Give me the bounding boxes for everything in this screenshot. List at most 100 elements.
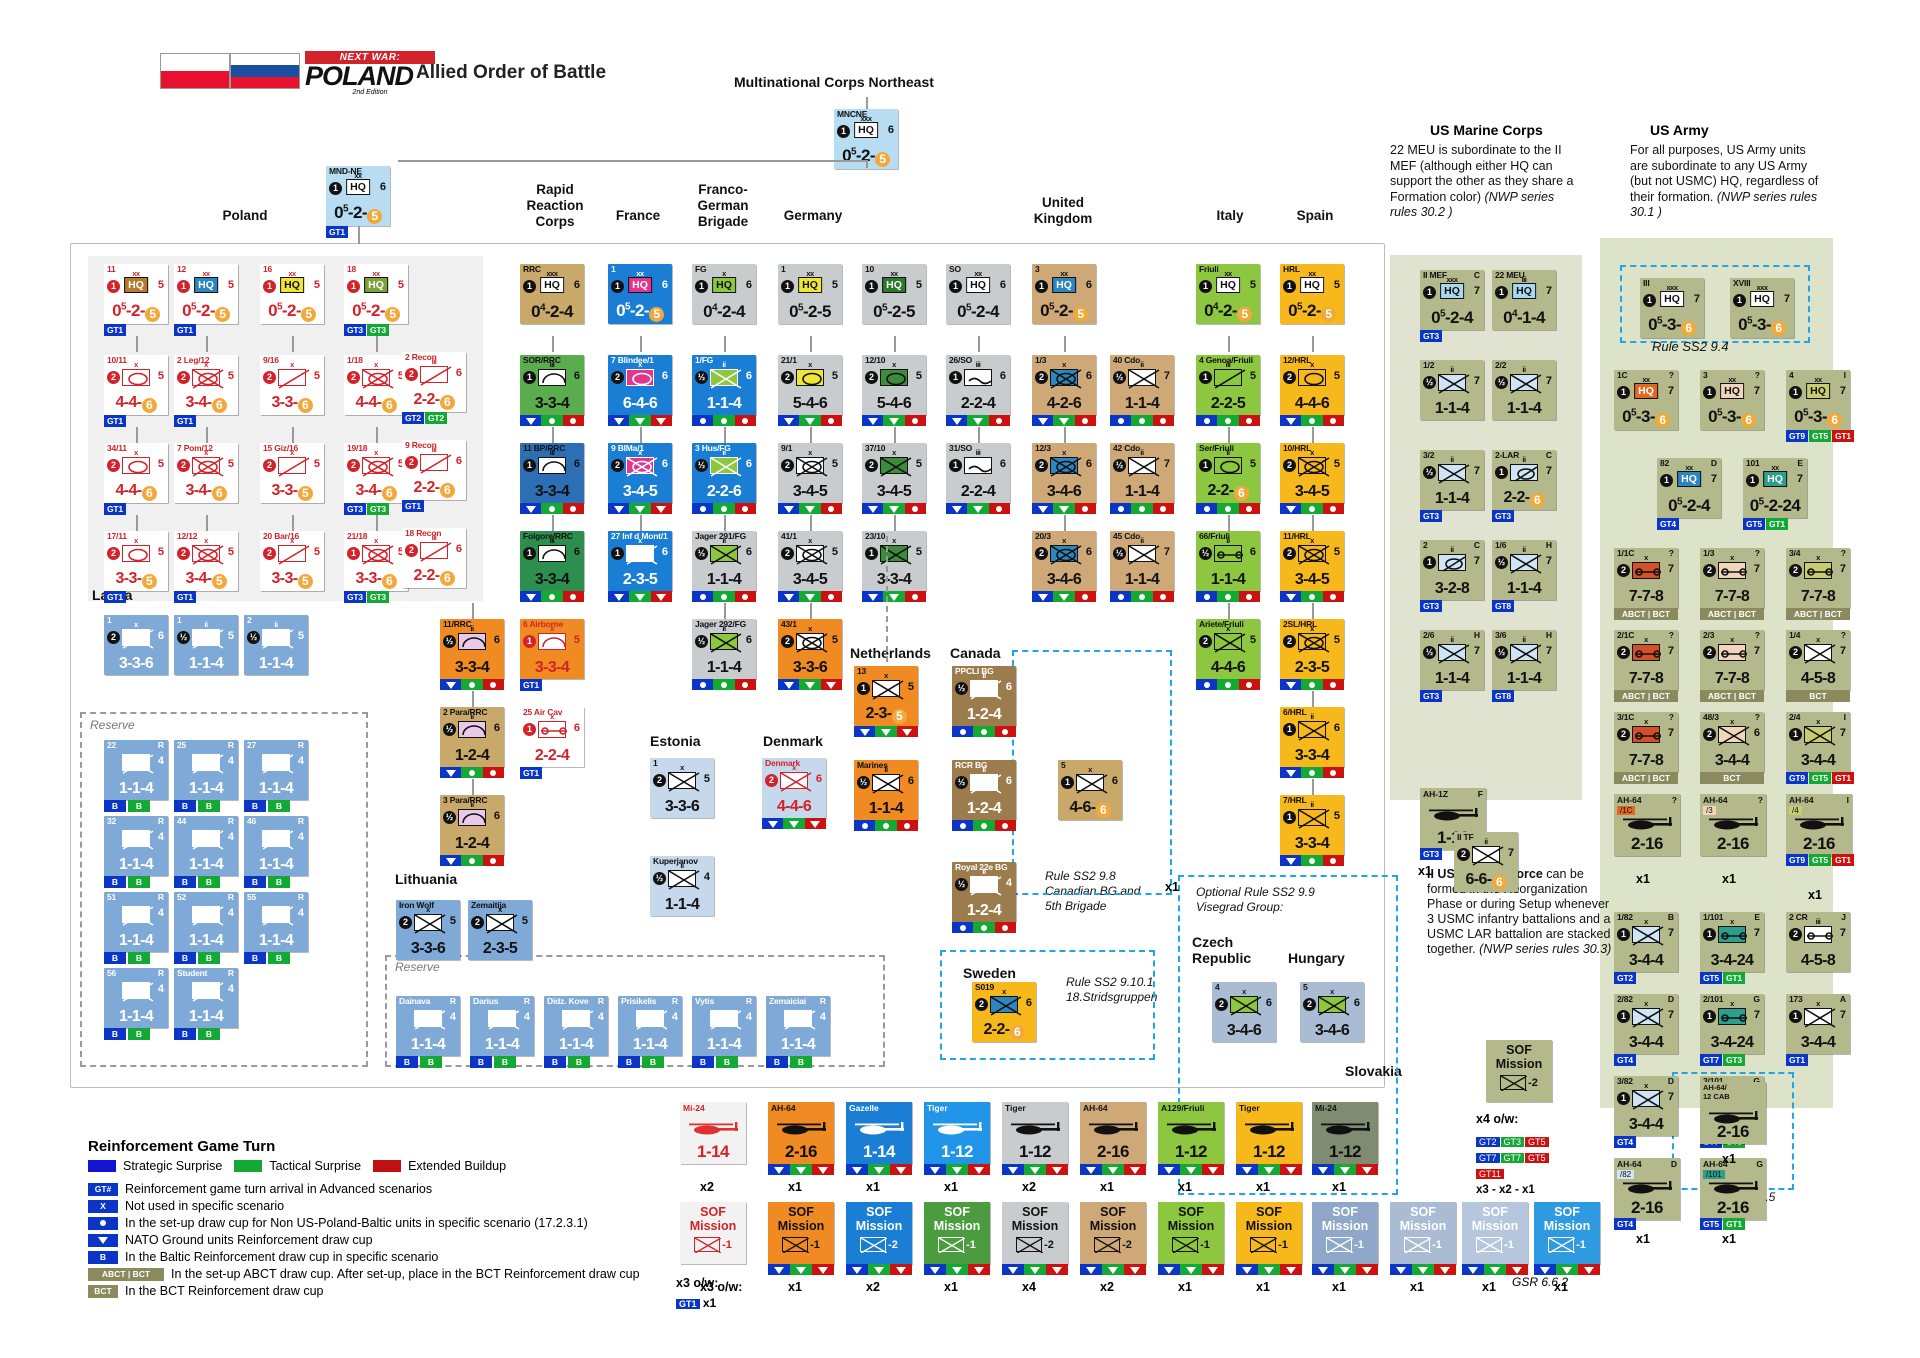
unit-counter[interactable]: MNCNE xxx 1 6 HQ 05-2- 5: [834, 109, 898, 169]
unit-counter[interactable]: Iron Wolf x 2 5 3-3-6: [396, 900, 460, 960]
unit-counter[interactable]: 7 Pom/12 x 2 5 3-4- 6: [174, 443, 238, 503]
unit-counter[interactable]: 34/11 x 2 5 4-4- 6 GT1: [104, 443, 168, 515]
unit-counter[interactable]: 18 xx 1 5 HQ 05-2- 5 GT3 GT3: [344, 264, 408, 336]
unit-counter[interactable]: 1 x 2 6 3-3-6: [104, 615, 168, 675]
unit-counter[interactable]: 1/3 x 2 6 4-2-6: [1032, 355, 1096, 426]
unit-counter[interactable]: 1 xx 1 5 HQ 05-2-5: [778, 264, 842, 324]
unit-counter[interactable]: 13 x 1 5 2-3- 5: [854, 666, 918, 737]
unit-counter[interactable]: Ser/Friuli ii 1 5 2-2- 6: [1196, 443, 1260, 514]
unit-counter[interactable]: 19/18 x 2 5 3-4- 6 GT3 GT3: [344, 443, 408, 515]
unit-counter[interactable]: 7/HRL ii 1 5 3-3-4: [1280, 795, 1344, 866]
unit-counter[interactable]: 1/3? x 2 7 7-7-8 ABCT | BCT: [1700, 548, 1764, 620]
unit-counter[interactable]: 3/4? x 2 7 7-7-8 ABCT | BCT: [1786, 548, 1850, 620]
unit-counter[interactable]: 9 BIMa/1 x 2 6 3-4-5: [608, 443, 672, 514]
unit-counter[interactable]: 1/1C? x 2 7 7-7-8 ABCT | BCT: [1614, 548, 1678, 620]
unit-counter[interactable]: 10/HRL x 2 5 3-4-5: [1280, 443, 1344, 514]
helicopter-counter[interactable]: Tiger 1-12: [924, 1102, 990, 1175]
unit-counter[interactable]: Jager 291/FG ii ½ 6 1-1-4: [692, 531, 756, 602]
sof-mission-counter[interactable]: SOF Mission -2: [1002, 1202, 1068, 1275]
unit-counter[interactable]: 2 Leg/12 x 2 5 3-4- 6 GT1: [174, 355, 238, 427]
helicopter-counter[interactable]: Mi-24 1-14: [680, 1102, 746, 1164]
unit-counter[interactable]: 26/SO iii 1 6 2-2-4: [946, 355, 1010, 426]
unit-counter[interactable]: Kuperjanov ii ½ 4 1-1-4: [650, 856, 714, 916]
unit-counter[interactable]: MND-NE xx 1 6 HQ 05-2- 5 GT1: [326, 166, 390, 238]
unit-counter[interactable]: 3 xx 1 6 HQ 05-2- 5: [1032, 264, 1096, 324]
unit-counter[interactable]: 1/2 ii ½ 7 1-1-4: [1420, 360, 1484, 420]
unit-counter[interactable]: Denmark x 2 6 4-4-6: [762, 758, 826, 829]
unit-counter[interactable]: 2/2 ii ½ 7 1-1-4: [1492, 360, 1556, 420]
unit-counter[interactable]: 3/1C? x 2 7 7-7-8 ABCT | BCT: [1614, 712, 1678, 784]
unit-counter[interactable]: 2 Para/RRC ii ½ 6 1-2-4: [440, 707, 504, 778]
unit-counter[interactable]: 5 x 2 6 3-4-6: [1300, 982, 1364, 1042]
helicopter-counter[interactable]: AH-64/12 CAB 2-16: [1700, 1082, 1766, 1144]
unit-counter[interactable]: 12 xx 1 5 HQ 05-2- 5 GT1: [174, 264, 238, 336]
unit-counter[interactable]: 9/1 x 2 5 3-4-5: [778, 443, 842, 514]
unit-counter[interactable]: RCR BG ii ½ 6 1-2-4: [952, 760, 1016, 831]
unit-counter[interactable]: 7 Blindee/1 x 2 6 6-4-6: [608, 355, 672, 426]
unit-counter[interactable]: 6 Airborne x 1 5 3-3-4 GT1: [520, 619, 584, 691]
unit-counter[interactable]: Marines ii ½ 6 1-1-4: [854, 760, 918, 831]
unit-counter[interactable]: 1 xx 1 6 HQ 05-2- 5: [608, 264, 672, 324]
unit-counter[interactable]: 37/10 x 2 5 3-4-5: [862, 443, 926, 514]
sof-mission-counter[interactable]: SOF Mission -1: [1236, 1202, 1302, 1275]
unit-counter[interactable]: 3? xx 1 7 HQ 05-3- 6: [1700, 370, 1764, 430]
unit-counter[interactable]: 17/11 x 2 5 3-3- 5 GT1: [104, 531, 168, 603]
unit-counter[interactable]: Friuli xx 1 5 HQ 04-2- 5: [1196, 264, 1260, 324]
helicopter-counter[interactable]: AH-64?/1C 2-16: [1614, 794, 1680, 856]
unit-counter[interactable]: Didz. Kove R 4 1-1-4 B B: [544, 996, 608, 1068]
unit-counter[interactable]: Folgore/RRC iii 1 6 3-3-4: [520, 531, 584, 602]
unit-counter[interactable]: 3/2 ii ½ 7 1-1-4 GT3: [1420, 450, 1484, 522]
unit-counter[interactable]: 11 xx 1 5 HQ 05-2- 5 GT1: [104, 264, 168, 336]
unit-counter[interactable]: Darius R 4 1-1-4 B B: [470, 996, 534, 1068]
unit-counter[interactable]: 4 x 2 6 3-4-6: [1212, 982, 1276, 1042]
unit-counter[interactable]: 12/12 x 2 5 3-4- 5 GT1: [174, 531, 238, 603]
helicopter-counter[interactable]: AH-64 D/82 2-16 GT4: [1614, 1158, 1680, 1230]
unit-counter[interactable]: 11/HRL x 2 5 3-4-5: [1280, 531, 1344, 602]
unit-counter[interactable]: 55 R 4 1-1-4 B B: [244, 892, 308, 964]
unit-counter[interactable]: 43/1 x 2 5 3-3-6: [778, 619, 842, 690]
unit-counter[interactable]: 25 Air Cav x 1 6 2-2-4 GT1: [520, 707, 584, 779]
unit-counter[interactable]: 20 Bar/16 x 2 5 3-3- 5: [260, 531, 324, 591]
unit-counter[interactable]: Jager 292/FG ii ½ 6 1-1-4: [692, 619, 756, 690]
unit-counter[interactable]: Zemaitija x 2 5 2-3-5: [468, 900, 532, 960]
helicopter-counter[interactable]: AH-64 2-16: [768, 1102, 834, 1175]
unit-counter[interactable]: 2/1C? x 2 7 7-7-8 ABCT | BCT: [1614, 630, 1678, 702]
unit-counter[interactable]: Zemaiciai R 4 1-1-4 B B: [766, 996, 830, 1068]
unit-counter[interactable]: 51 R 4 1-1-4 B B: [104, 892, 168, 964]
unit-counter[interactable]: 2SL/HRL x 2 5 2-3-5: [1280, 619, 1344, 690]
unit-counter[interactable]: 12/3 x 2 6 3-4-6: [1032, 443, 1096, 514]
sof-mission-counter[interactable]: SOF Mission -1: [924, 1202, 990, 1275]
unit-counter[interactable]: 1C? xx 1 7 HQ 05-3- 6: [1614, 370, 1678, 430]
sof-mission-counter[interactable]: SOF Mission -2: [1080, 1202, 1146, 1275]
unit-counter[interactable]: 2/3? x 2 7 7-7-8 ABCT | BCT: [1700, 630, 1764, 702]
unit-counter[interactable]: 23/10 x 1 5 3-3-4: [862, 531, 926, 602]
helicopter-counter[interactable]: AH-64 2-16: [1080, 1102, 1146, 1175]
sof-mission-counter[interactable]: SOF Mission -1: [1158, 1202, 1224, 1275]
unit-counter[interactable]: PPCLI BG ii ½ 6 1-2-4: [952, 666, 1016, 737]
helicopter-counter[interactable]: AH-1Z F 1-12 GT3: [1420, 788, 1486, 860]
unit-counter[interactable]: 27 R 4 1-1-4 B B: [244, 740, 308, 812]
unit-counter[interactable]: Dainava R 4 1-1-4 B B: [396, 996, 460, 1068]
unit-counter[interactable]: Vytis R 4 1-1-4 B B: [692, 996, 756, 1068]
unit-counter[interactable]: 9/16 x 2 5 3-3- 6: [260, 355, 324, 415]
unit-counter[interactable]: 1/4? x 2 7 4-5-8 BCT: [1786, 630, 1850, 702]
unit-counter[interactable]: FG x 1 6 HQ 04-2-4: [692, 264, 756, 324]
unit-counter[interactable]: 3 Para/RRC ii ½ 6 1-2-4: [440, 795, 504, 866]
unit-counter[interactable]: 41/1 x 2 5 3-4-5: [778, 531, 842, 602]
unit-counter[interactable]: RRC xxx 1 6 HQ 04-2-4: [520, 264, 584, 324]
unit-counter[interactable]: Prisikelis R 4 1-1-4 B B: [618, 996, 682, 1068]
unit-counter[interactable]: SOR/RRC iii 1 6 3-3-4: [520, 355, 584, 426]
unit-counter[interactable]: 10 xx 1 5 HQ 05-2-5: [862, 264, 926, 324]
unit-counter[interactable]: Royal 22e BG ii ½ 4 1-2-4: [952, 862, 1016, 933]
unit-counter[interactable]: 21/18 x 1 5 3-3- 6 GT3 GT3: [344, 531, 408, 603]
unit-counter[interactable]: Student R 4 1-1-4 B B: [174, 968, 238, 1040]
